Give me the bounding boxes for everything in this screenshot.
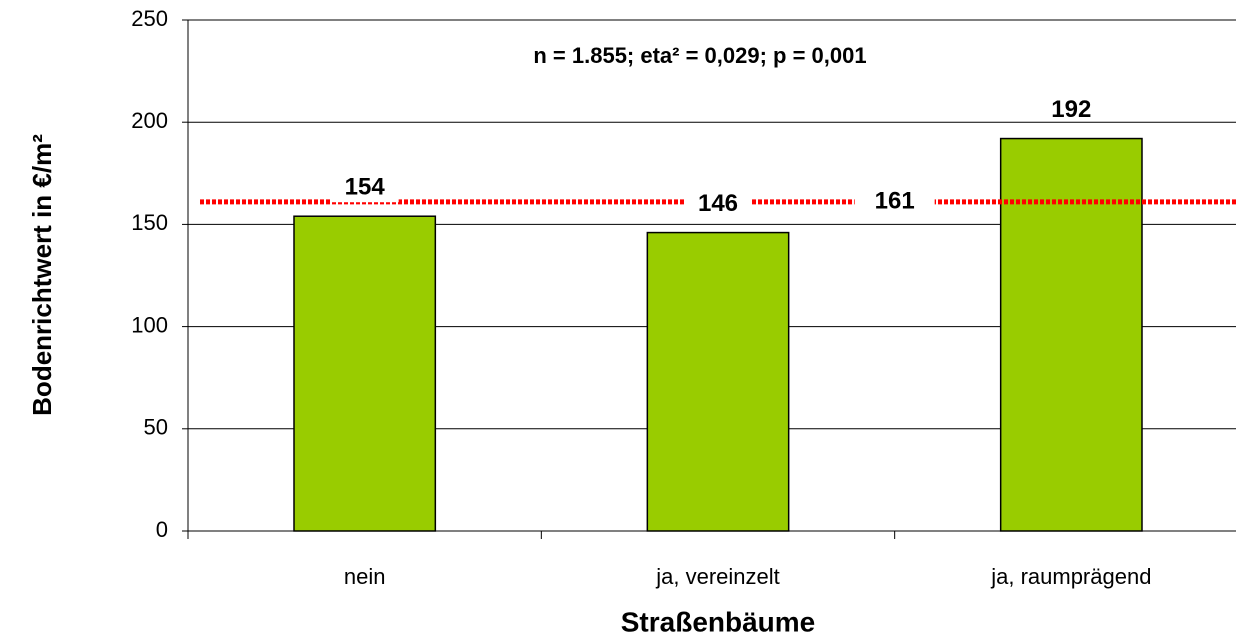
label-bg (330, 174, 399, 203)
y-tick-label: 100 (131, 312, 168, 337)
bar (999, 137, 1143, 532)
bar (293, 215, 437, 532)
y-tick-label: 200 (131, 108, 168, 133)
data-label: 154 (345, 174, 386, 201)
label-bg (684, 190, 752, 219)
y-tick-label: 50 (144, 415, 168, 440)
reference-label: 161 (875, 187, 915, 214)
y-axis-label: Bodenrichtwert in €/m² (27, 134, 57, 416)
data-label: 192 (1051, 96, 1091, 123)
x-axis-label: Straßenbäume (621, 606, 816, 637)
y-tick-label: 150 (131, 210, 168, 235)
data-label: 146 (698, 190, 738, 217)
x-tick-label: ja, raumprägend (990, 564, 1151, 589)
x-tick-label: nein (344, 564, 386, 589)
label-bg (854, 187, 935, 216)
x-tick-label: ja, vereinzelt (655, 564, 780, 589)
annotation: n = 1.855; eta² = 0,029; p = 0,001 (533, 43, 866, 68)
y-tick-label: 0 (156, 517, 168, 542)
bar (646, 231, 790, 532)
y-tick-label: 250 (131, 6, 168, 31)
